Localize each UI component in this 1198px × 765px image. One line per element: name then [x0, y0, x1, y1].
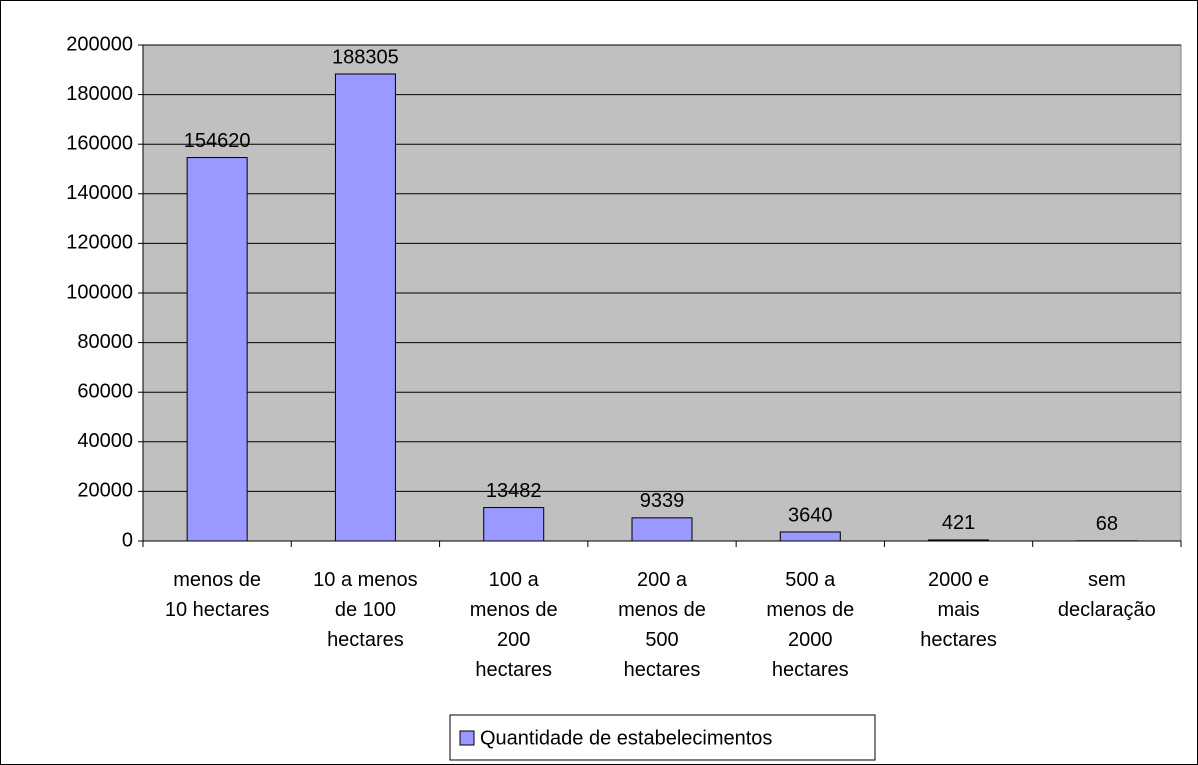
legend-box	[449, 714, 876, 761]
y-tick-label: 40000	[77, 430, 133, 452]
x-tick-label-line: 2000 e	[928, 569, 989, 591]
x-tick-label-line: hectares	[475, 659, 552, 681]
y-tick-label: 80000	[77, 331, 133, 353]
data-label: 421	[942, 512, 975, 534]
y-tick-label: 140000	[66, 182, 133, 204]
data-label: 3640	[788, 504, 833, 526]
bar	[334, 73, 396, 542]
x-tick-label: menos de 10 hectares	[165, 569, 270, 621]
x-tick-label-line: hectares	[772, 659, 849, 681]
x-tick-label-line: 10 hectares	[165, 599, 270, 621]
y-tick-label: 180000	[66, 83, 133, 105]
x-tick-label-line: 10 a menos	[313, 569, 418, 591]
x-tick-label-line: hectares	[624, 659, 701, 681]
x-tick-label-line: mais	[937, 599, 979, 621]
data-label: 154620	[184, 130, 251, 152]
data-label: 13482	[486, 480, 542, 502]
x-tick-label: 2000 e mais hectares	[920, 569, 997, 651]
x-tick-label-line: declaração	[1058, 599, 1156, 621]
bar	[483, 507, 545, 542]
x-tick-label: 10 a menos de 100 hectares	[313, 569, 418, 651]
x-tick-label-line: hectares	[327, 629, 404, 651]
x-tick-label-line: sem	[1088, 569, 1126, 591]
x-tick-label: sem declaração	[1058, 569, 1156, 621]
x-tick-label-line: menos de	[470, 599, 558, 621]
x-tick-label-line: 100 a	[489, 569, 540, 591]
y-tick-label: 120000	[66, 232, 133, 254]
x-tick-label: 100 a menos de 200 hectares	[470, 569, 558, 681]
x-tick-label-line: 200 a	[637, 569, 688, 591]
x-tick-label-line: hectares	[920, 629, 997, 651]
legend-swatch	[459, 730, 475, 746]
bar	[186, 157, 248, 542]
y-tick-label: 60000	[77, 380, 133, 402]
x-tick-label-line: menos de	[766, 599, 854, 621]
x-tick-label-line: 200	[497, 629, 530, 651]
x-tick-label-line: menos de	[618, 599, 706, 621]
x-tick-label-line: menos de	[173, 569, 261, 591]
x-tick-label-line: 2000	[788, 629, 833, 651]
data-label: 188305	[332, 46, 399, 68]
bar	[779, 531, 841, 542]
bar	[631, 517, 693, 542]
x-tick-label-line: 500	[645, 629, 678, 651]
data-label: 9339	[640, 490, 685, 512]
legend-label: Quantidade de estabelecimentos	[480, 727, 772, 749]
x-tick-label-line: de 100	[335, 599, 396, 621]
data-label: 68	[1096, 513, 1118, 535]
x-tick-label-line: 500 a	[785, 569, 836, 591]
y-tick-label: 0	[122, 529, 133, 551]
x-tick-label: 200 a menos de 500 hectares	[618, 569, 706, 681]
y-tick-label: 200000	[66, 33, 133, 55]
y-tick-label: 160000	[66, 132, 133, 154]
y-tick-label: 100000	[66, 281, 133, 303]
y-tick-label: 20000	[77, 480, 133, 502]
x-tick-label: 500 a menos de 2000 hectares	[766, 569, 854, 681]
legend: Quantidade de estabelecimentos	[449, 714, 876, 761]
